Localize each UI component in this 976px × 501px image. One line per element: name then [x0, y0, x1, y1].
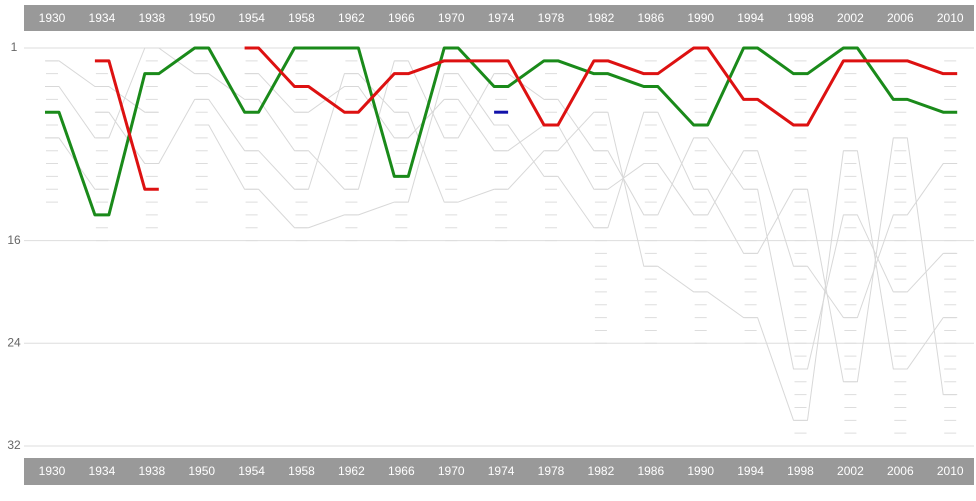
x-tick-label: 1970 [438, 11, 465, 25]
rank-slots [345, 47, 358, 242]
x-tick-label: 1962 [338, 11, 365, 25]
x-tick-label: 1958 [288, 11, 315, 25]
x-tick-label: 1962 [338, 464, 365, 478]
rank-slots [395, 47, 408, 242]
x-tick-label: 1930 [39, 11, 66, 25]
x-tick-label: 1978 [538, 464, 565, 478]
team-line [45, 46, 958, 217]
x-tick-label: 1970 [438, 464, 465, 478]
team-line [94, 59, 159, 191]
team-line [244, 46, 958, 127]
rank-slots [794, 47, 807, 447]
x-tick-label: 1966 [388, 464, 415, 478]
x-tick-label: 1998 [787, 11, 814, 25]
y-tick-label: 24 [7, 335, 21, 349]
x-tick-label: 1974 [488, 464, 515, 478]
x-tick-label: 1958 [288, 464, 315, 478]
x-tick-label: 1994 [737, 464, 764, 478]
x-tick-label: 2006 [887, 11, 914, 25]
x-tick-label: 1966 [388, 11, 415, 25]
x-tick-label: 1974 [488, 11, 515, 25]
y-tick-label: 1 [11, 40, 18, 54]
x-tick-label: 1982 [588, 11, 615, 25]
rank-slots [944, 47, 957, 447]
x-tick-label: 1938 [138, 464, 165, 478]
top-bar [24, 5, 974, 31]
background-line [45, 47, 958, 370]
rank-slots [594, 47, 607, 344]
rank-slots [46, 47, 58, 203]
x-tick-label: 1934 [89, 464, 116, 478]
rank-slots [545, 47, 557, 242]
x-tick-label: 1930 [39, 464, 66, 478]
rank-slots [694, 47, 707, 344]
background-line [94, 73, 958, 421]
rank-slots [744, 47, 757, 344]
rank-slots [894, 47, 907, 447]
x-tick-label: 1950 [188, 464, 215, 478]
x-tick-label: 1954 [238, 11, 265, 25]
x-tick-label: 1982 [588, 464, 615, 478]
y-tick-label: 32 [7, 438, 21, 452]
rank-slots [95, 47, 108, 242]
rank-slots [495, 47, 508, 242]
x-tick-label: 1990 [687, 11, 714, 25]
rank-slots [245, 47, 258, 242]
x-tick-label: 1978 [538, 11, 565, 25]
x-tick-label: 1994 [737, 11, 764, 25]
rank-slots [445, 47, 458, 242]
background-line [194, 73, 958, 396]
x-tick-label: 2002 [837, 464, 864, 478]
background-line [244, 73, 958, 319]
rank-slots [295, 47, 308, 242]
x-tick-label: 1986 [637, 464, 664, 478]
rank-slots [644, 47, 657, 344]
background-line [45, 60, 159, 113]
x-tick-label: 2010 [937, 464, 964, 478]
x-tick-label: 1938 [138, 11, 165, 25]
bottom-bar [24, 458, 974, 485]
x-tick-label: 2006 [887, 464, 914, 478]
x-tick-label: 2002 [837, 11, 864, 25]
rank-slots [844, 47, 857, 447]
x-tick-label: 1986 [637, 11, 664, 25]
x-tick-label: 1990 [687, 464, 714, 478]
x-tick-label: 1950 [188, 11, 215, 25]
x-tick-label: 1934 [89, 11, 116, 25]
x-tick-label: 1998 [787, 464, 814, 478]
x-tick-label: 1954 [238, 464, 265, 478]
y-tick-label: 16 [7, 233, 21, 247]
x-tick-label: 2010 [937, 11, 964, 25]
